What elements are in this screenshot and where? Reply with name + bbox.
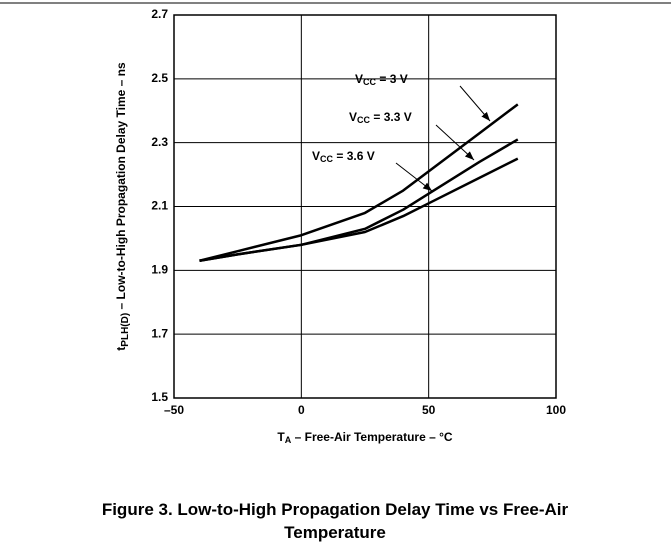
y-tick-label: 2.3 (151, 135, 168, 149)
x-tick-label: 0 (298, 403, 305, 417)
label-arrow (459, 85, 491, 122)
series-label: VCC = 3.3 V (349, 110, 412, 125)
series-label: VCC = 3.6 V (312, 149, 375, 164)
x-tick-label: 100 (546, 403, 566, 417)
series-label: VCC = 3 V (355, 72, 408, 87)
y-tick-label: 1.5 (151, 390, 168, 404)
series-line (199, 103, 519, 262)
x-tick-label: –50 (164, 403, 184, 417)
y-tick-label: 1.9 (151, 263, 168, 277)
y-tick-label: 2.5 (151, 71, 168, 85)
plot-frame (173, 14, 557, 399)
x-tick-label: 50 (422, 403, 436, 417)
label-arrow (435, 124, 475, 161)
y-tick-label: 2.1 (151, 199, 168, 213)
label-arrow (395, 162, 433, 192)
y-tick-label: 1.7 (151, 326, 168, 340)
y-tick-label: 2.7 (151, 7, 168, 21)
y-axis-label: tPLH(D) – Low-to-High Propagation Delay … (114, 62, 130, 351)
series-line (199, 157, 519, 262)
x-axis-label: TA – Free-Air Temperature – °C (277, 430, 452, 445)
caption: Figure 3. Low-to-High Propagation Delay … (101, 500, 569, 542)
